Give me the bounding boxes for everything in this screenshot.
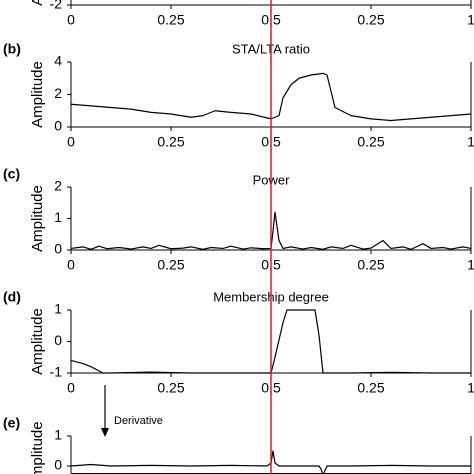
- y-axis-label: Amplitude: [29, 61, 46, 128]
- annotation: Derivative: [114, 415, 163, 427]
- y-tick-label: 1: [54, 301, 62, 317]
- x-tick-label: 0.25: [357, 12, 384, 28]
- y-axis-label: Amplitude: [29, 308, 46, 375]
- x-tick-label: 0.25: [157, 380, 184, 396]
- panel-label: (e): [3, 415, 20, 431]
- y-tick-label: 4: [54, 53, 62, 69]
- x-tick-label: 1: [467, 134, 474, 150]
- y-tick-label: 0: [54, 332, 62, 348]
- x-tick-label: 0: [67, 134, 75, 150]
- y-tick-label: 0: [54, 118, 62, 134]
- data-line: [70, 72, 472, 122]
- x-tick-label: 1: [467, 380, 474, 396]
- x-tick-label: 0: [67, 12, 75, 28]
- x-tick-label: 0.25: [357, 257, 384, 273]
- x-tick-label: 0: [67, 380, 75, 396]
- data-line: [70, 309, 471, 374]
- annotation-arrowhead: [101, 428, 109, 437]
- x-tick-label: 1: [467, 257, 474, 273]
- x-tick-label: 0.25: [157, 257, 184, 273]
- data-line: [70, 211, 472, 250]
- y-tick-label: 0: [54, 241, 62, 257]
- y-tick-label: 2: [54, 178, 62, 194]
- data-line: [70, 450, 471, 474]
- y-tick-label: 0: [54, 457, 62, 473]
- y-axis-label: Amplitude: [29, 421, 46, 474]
- x-tick-label: 0.25: [157, 12, 184, 28]
- x-tick-label: 0: [67, 257, 75, 273]
- y-axis-label: Amplitude: [29, 0, 46, 6]
- y-tick-label: 2: [54, 85, 62, 101]
- x-tick-label: 0.25: [357, 134, 384, 150]
- panel-label: (b): [3, 41, 21, 57]
- y-tick-label: -1: [50, 364, 63, 380]
- x-tick-label: 0.25: [357, 380, 384, 396]
- x-tick-label: 0.25: [157, 134, 184, 150]
- y-tick-label: 1: [54, 209, 62, 225]
- x-tick-label: 1: [467, 12, 474, 28]
- panel-label: (c): [3, 166, 20, 182]
- panel-label: (d): [3, 289, 21, 305]
- y-axis-label: Amplitude: [29, 185, 46, 252]
- y-tick-label: 1: [54, 427, 62, 443]
- y-tick-label: -2: [50, 0, 63, 12]
